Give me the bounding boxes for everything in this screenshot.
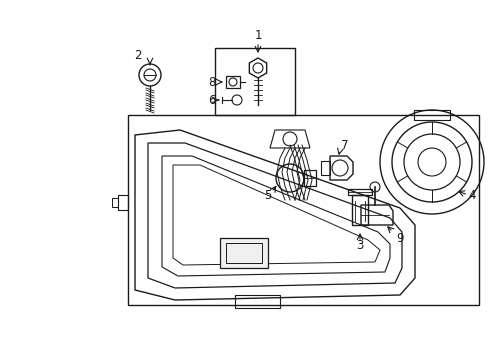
Text: 2: 2	[134, 49, 142, 62]
Text: 3: 3	[356, 239, 363, 252]
Text: 7: 7	[341, 139, 348, 152]
Polygon shape	[135, 130, 414, 300]
Text: 1: 1	[254, 28, 261, 41]
Polygon shape	[220, 238, 267, 268]
Text: 8: 8	[208, 76, 215, 89]
Text: 5: 5	[264, 189, 271, 202]
Text: 6: 6	[208, 94, 215, 107]
Text: 4: 4	[468, 189, 475, 202]
Text: 9: 9	[395, 231, 403, 244]
